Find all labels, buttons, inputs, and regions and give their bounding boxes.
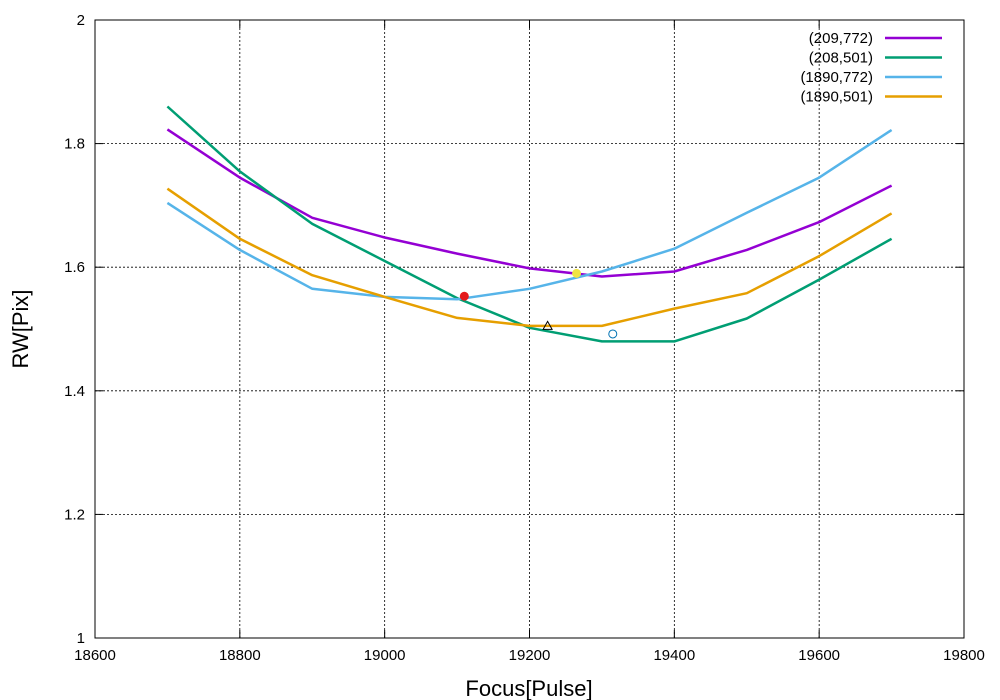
marker-open-triangle	[542, 320, 553, 330]
series-line-1890-772	[166, 128, 893, 301]
y-tick-label: 1.2	[64, 506, 85, 523]
y-axis-title: RW[Pix]	[8, 289, 33, 368]
legend-label: (1890,772)	[800, 69, 873, 86]
series-line-208-501	[166, 105, 893, 343]
x-tick-label: 19800	[943, 647, 985, 664]
legend-label: (208,501)	[809, 50, 873, 67]
y-tick-label: 1.8	[64, 136, 85, 153]
y-tick-label: 1.6	[64, 259, 85, 276]
x-tick-label: 18600	[74, 647, 116, 664]
series-line-1890-501	[166, 187, 893, 328]
y-tick-label: 1	[77, 630, 85, 647]
legend-label: (1890,501)	[800, 89, 873, 106]
x-tick-label: 19600	[798, 647, 840, 664]
axis-ticks	[94, 19, 965, 639]
x-tick-label: 19000	[364, 647, 406, 664]
x-tick-label: 18800	[219, 647, 261, 664]
legend: (209,772) (208,501) (1890,772) (1890,501)	[800, 30, 942, 106]
x-axis-title: Focus[Pulse]	[465, 676, 592, 700]
y-tick-label: 1.4	[64, 383, 85, 400]
x-tick-label: 19200	[509, 647, 551, 664]
y-tick-label: 2	[77, 12, 85, 29]
tick-labels: 18600 18800 19000 19200 19400 19600 19800 1 1.2 1…	[64, 12, 985, 664]
x-tick-label: 19400	[653, 647, 695, 664]
legend-label: (209,772)	[809, 30, 873, 47]
marker-filled-circle	[459, 291, 469, 301]
marker-open-circle	[608, 329, 618, 339]
marker-filled-circle	[572, 268, 582, 278]
series-line-209-772	[166, 128, 893, 278]
point-markers	[459, 268, 618, 339]
series-lines	[166, 105, 893, 343]
